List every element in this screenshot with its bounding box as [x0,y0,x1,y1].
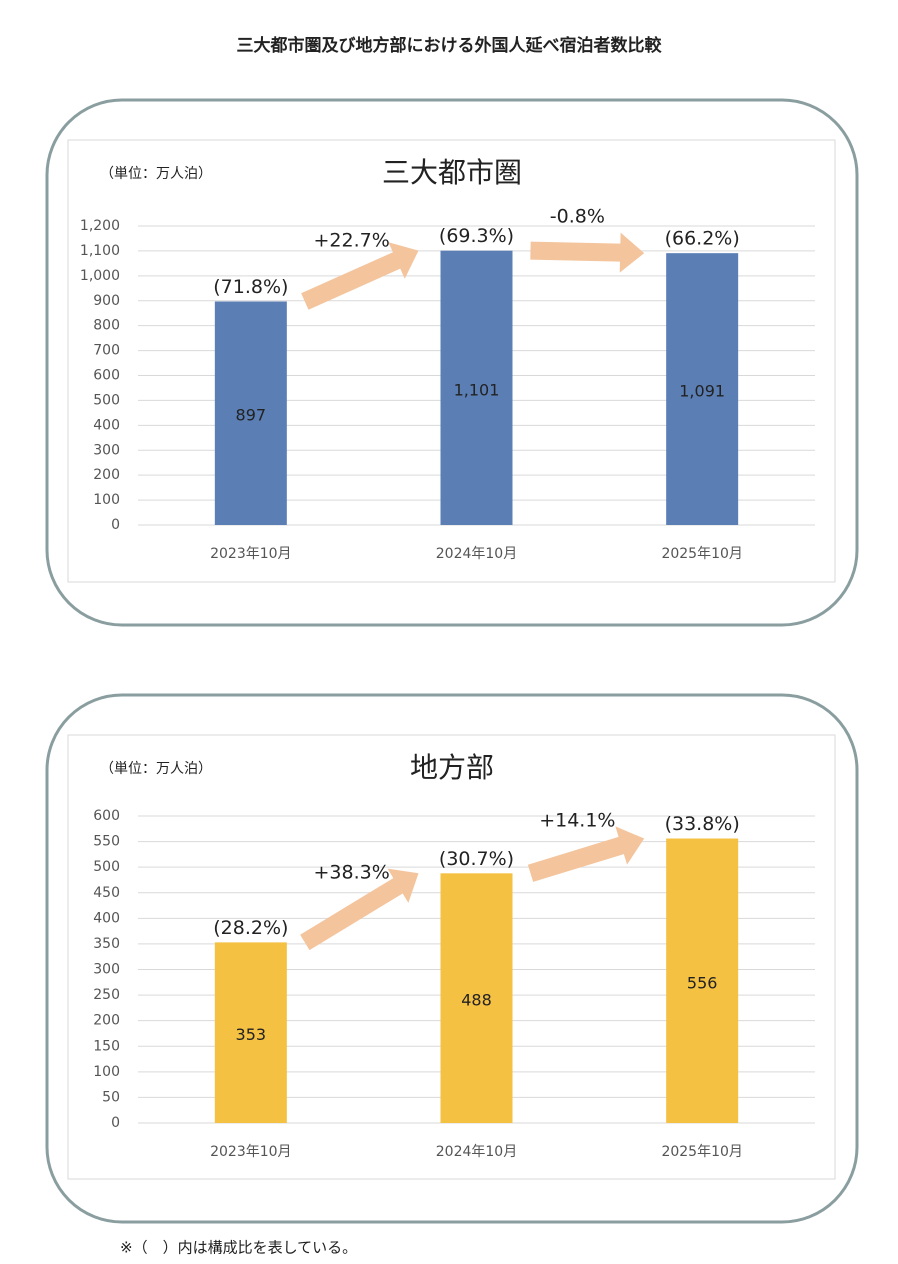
value-label: 353 [236,1025,267,1044]
y-tick-label: 900 [93,293,120,309]
y-tick-label: 300 [93,442,120,458]
share-label: (66.2%) [665,228,740,250]
y-tick-label: 450 [93,885,120,901]
y-tick-label: 200 [93,467,120,483]
share-label: (71.8%) [213,276,288,298]
y-tick-label: 0 [111,517,120,533]
x-tick-label: 2023年10月 [210,1144,291,1160]
y-tick-label: 600 [93,368,120,384]
y-tick-label: 500 [93,859,120,875]
value-label: 897 [236,406,267,425]
bar [440,873,513,1123]
share-label: (33.8%) [665,813,740,835]
y-tick-label: 600 [93,808,120,824]
bar [666,253,739,525]
chart-box [45,693,859,1224]
value-label: 488 [461,991,492,1010]
growth-arrow [527,826,645,882]
y-tick-label: 500 [93,392,120,408]
y-tick-label: 100 [93,492,120,508]
y-tick-label: 700 [93,343,120,359]
share-label: (28.2%) [213,917,288,939]
y-tick-label: 200 [93,1013,120,1029]
x-tick-label: 2025年10月 [661,1144,742,1160]
y-tick-label: 150 [93,1038,120,1054]
value-label: 1,101 [454,380,500,399]
unit-label: （単位：万人泊） [100,761,212,777]
value-label: 556 [687,973,718,992]
chart-title: 地方部 [410,751,494,784]
y-tick-label: 800 [93,318,120,334]
x-tick-label: 2024年10月 [436,546,517,562]
unit-label: （単位：万人泊） [100,166,212,182]
y-tick-label: 1,100 [80,243,120,259]
chart-box [45,98,859,627]
chart-frame [67,139,836,583]
growth-arrow [300,868,419,951]
change-label: -0.8% [550,205,605,227]
x-tick-label: 2024年10月 [436,1144,517,1160]
x-tick-label: 2025年10月 [661,546,742,562]
y-tick-label: 300 [93,962,120,978]
y-tick-label: 50 [102,1089,120,1105]
bar [440,250,513,526]
change-label: +22.7% [314,230,390,252]
y-tick-label: 350 [93,936,120,952]
x-tick-label: 2023年10月 [210,546,291,562]
change-label: +38.3% [314,861,390,883]
y-tick-label: 400 [93,417,120,433]
y-tick-label: 1,200 [80,218,120,234]
growth-arrow [530,232,645,273]
change-label: +14.1% [539,809,615,831]
bar [214,301,287,525]
bar [666,838,739,1123]
growth-arrow [301,242,419,310]
value-label: 1,091 [679,382,725,401]
page-title: 三大都市圏及び地方部における外国人延べ宿泊者数比較 [237,35,663,56]
share-label: (30.7%) [439,848,514,870]
share-label: (69.3%) [439,225,514,247]
chart-frame [67,734,836,1180]
y-tick-label: 1,000 [80,268,120,284]
y-tick-label: 550 [93,834,120,850]
chart-title: 三大都市圏 [382,156,522,189]
y-tick-label: 0 [111,1115,120,1131]
y-tick-label: 250 [93,987,120,1003]
y-tick-label: 400 [93,910,120,926]
bar [214,942,287,1123]
y-tick-label: 100 [93,1064,120,1080]
footnote: ※（ ）内は構成比を表している。 [120,1239,357,1257]
